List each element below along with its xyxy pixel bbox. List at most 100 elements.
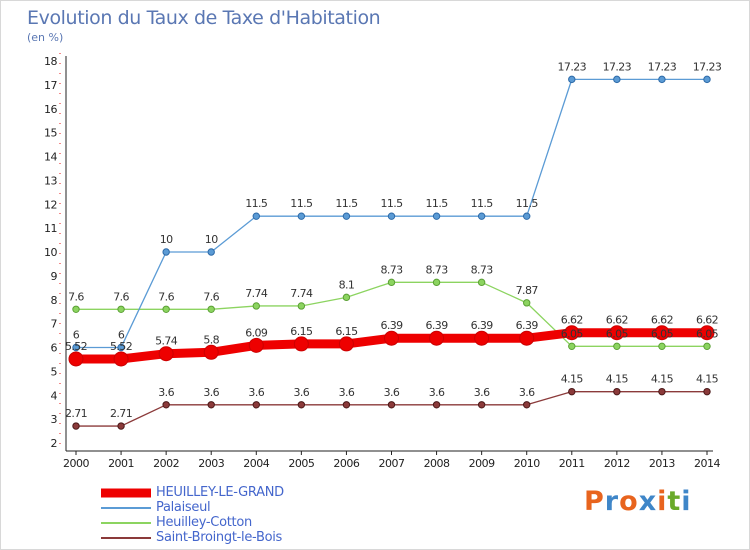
- data-point: [474, 330, 490, 346]
- data-label: 11.5: [335, 197, 358, 210]
- data-point: [113, 351, 129, 367]
- data-label: 6: [73, 329, 80, 342]
- data-label: 6.05: [561, 327, 584, 340]
- data-label: 7.87: [516, 284, 539, 297]
- data-label: 8.1: [339, 278, 355, 291]
- legend-label: Palaiseul: [156, 500, 211, 515]
- x-tick-label: 2002: [153, 457, 179, 470]
- data-point: [207, 248, 215, 256]
- data-label: 6.39: [380, 319, 403, 332]
- legend-swatch: [101, 488, 151, 497]
- data-point: [609, 325, 625, 341]
- data-point: [252, 401, 260, 409]
- data-label: 8.73: [426, 263, 449, 276]
- data-point: [654, 325, 670, 341]
- brand-letter: t: [667, 486, 682, 517]
- legend-label: Heuilley-Cotton: [156, 515, 252, 530]
- data-label: 6.62: [696, 314, 718, 327]
- data-point: [613, 75, 621, 84]
- data-point: [477, 278, 486, 287]
- brand-letter: P: [584, 486, 605, 517]
- y-tick-label: 16: [44, 103, 57, 116]
- data-label: 7.6: [68, 290, 84, 303]
- data-point: [703, 387, 711, 396]
- data-label: 3.6: [384, 386, 400, 399]
- legend-swatch: [101, 506, 151, 509]
- data-label: 6.39: [516, 319, 539, 332]
- data-label: 4.15: [561, 373, 584, 386]
- data-point: [162, 248, 170, 256]
- data-label: 10: [205, 233, 218, 246]
- y-tick-label: 7: [51, 318, 58, 331]
- data-point: [387, 212, 396, 220]
- x-tick-label: 2001: [108, 457, 134, 470]
- data-point: [477, 212, 486, 220]
- x-tick-label: 2012: [604, 457, 630, 470]
- data-point: [293, 336, 309, 352]
- data-point: [387, 278, 396, 287]
- data-label: 5.74: [155, 335, 178, 348]
- data-point: [117, 422, 125, 430]
- data-label: 6.62: [561, 314, 583, 327]
- data-point: [207, 401, 215, 409]
- data-point: [523, 212, 531, 220]
- data-point: [564, 325, 580, 341]
- data-label: 3.6: [294, 386, 310, 399]
- data-label: 11.5: [471, 197, 494, 210]
- series-2: [72, 278, 711, 351]
- data-label: 3.6: [429, 386, 445, 399]
- data-label: 17.23: [648, 60, 677, 73]
- data-point: [699, 325, 715, 341]
- data-label: 3.6: [248, 386, 264, 399]
- x-tick-label: 2005: [288, 457, 314, 470]
- data-point: [342, 401, 351, 409]
- x-tick-label: 2006: [333, 457, 359, 470]
- data-label: 7.74: [245, 287, 268, 300]
- data-label: 3.6: [203, 386, 219, 399]
- axes: 2 3 4 5 6 7 8 9 10 11 12 13 14 15 16 17 18 2000 2001 2002 20…: [44, 53, 721, 470]
- data-point: [297, 302, 306, 310]
- data-label: 2.71: [65, 407, 87, 420]
- y-tick-label: 2: [51, 437, 58, 450]
- y-tick-label: 11: [44, 222, 57, 235]
- data-point: [519, 330, 535, 346]
- y-tick-label: 10: [44, 246, 57, 259]
- data-label: 5.8: [203, 333, 219, 346]
- data-point: [342, 212, 351, 220]
- y-tick-label: 8: [51, 294, 58, 307]
- data-point: [429, 330, 445, 346]
- y-tick-label: 18: [44, 55, 57, 68]
- data-label: 4.15: [606, 373, 629, 386]
- data-point: [384, 330, 399, 346]
- x-tick-label: 2013: [649, 457, 675, 470]
- y-tick-label: 12: [44, 198, 57, 211]
- x-tick-label: 2009: [469, 457, 495, 470]
- data-label: 3.6: [519, 386, 535, 399]
- series-0: [68, 325, 715, 367]
- data-point: [72, 305, 80, 313]
- y-tick-label: 13: [44, 174, 57, 187]
- data-label: 3.6: [158, 386, 174, 399]
- data-point: [342, 293, 351, 302]
- data-point: [162, 305, 170, 313]
- data-point: [252, 302, 260, 310]
- x-tick-label: 2000: [63, 457, 89, 470]
- data-label: 6: [118, 329, 125, 342]
- y-tick-label: 15: [44, 127, 57, 140]
- y-tick-label: 17: [44, 79, 57, 92]
- brand-letter: i: [681, 486, 692, 517]
- y-tick-label: 5: [51, 365, 58, 378]
- data-label: 7.6: [203, 290, 219, 303]
- data-label: 2.71: [110, 407, 132, 420]
- data-label: 6.39: [471, 319, 494, 332]
- data-label: 6.09: [245, 326, 268, 339]
- series-1: [72, 75, 711, 352]
- data-point: [568, 387, 576, 396]
- data-point: [568, 75, 576, 84]
- data-point: [432, 278, 441, 287]
- x-tick-label: 2003: [198, 457, 224, 470]
- data-label: 5.52: [65, 340, 87, 353]
- chart-subtitle: (en %): [27, 31, 64, 44]
- data-label: 6.15: [335, 325, 358, 338]
- data-label: 10: [160, 233, 173, 246]
